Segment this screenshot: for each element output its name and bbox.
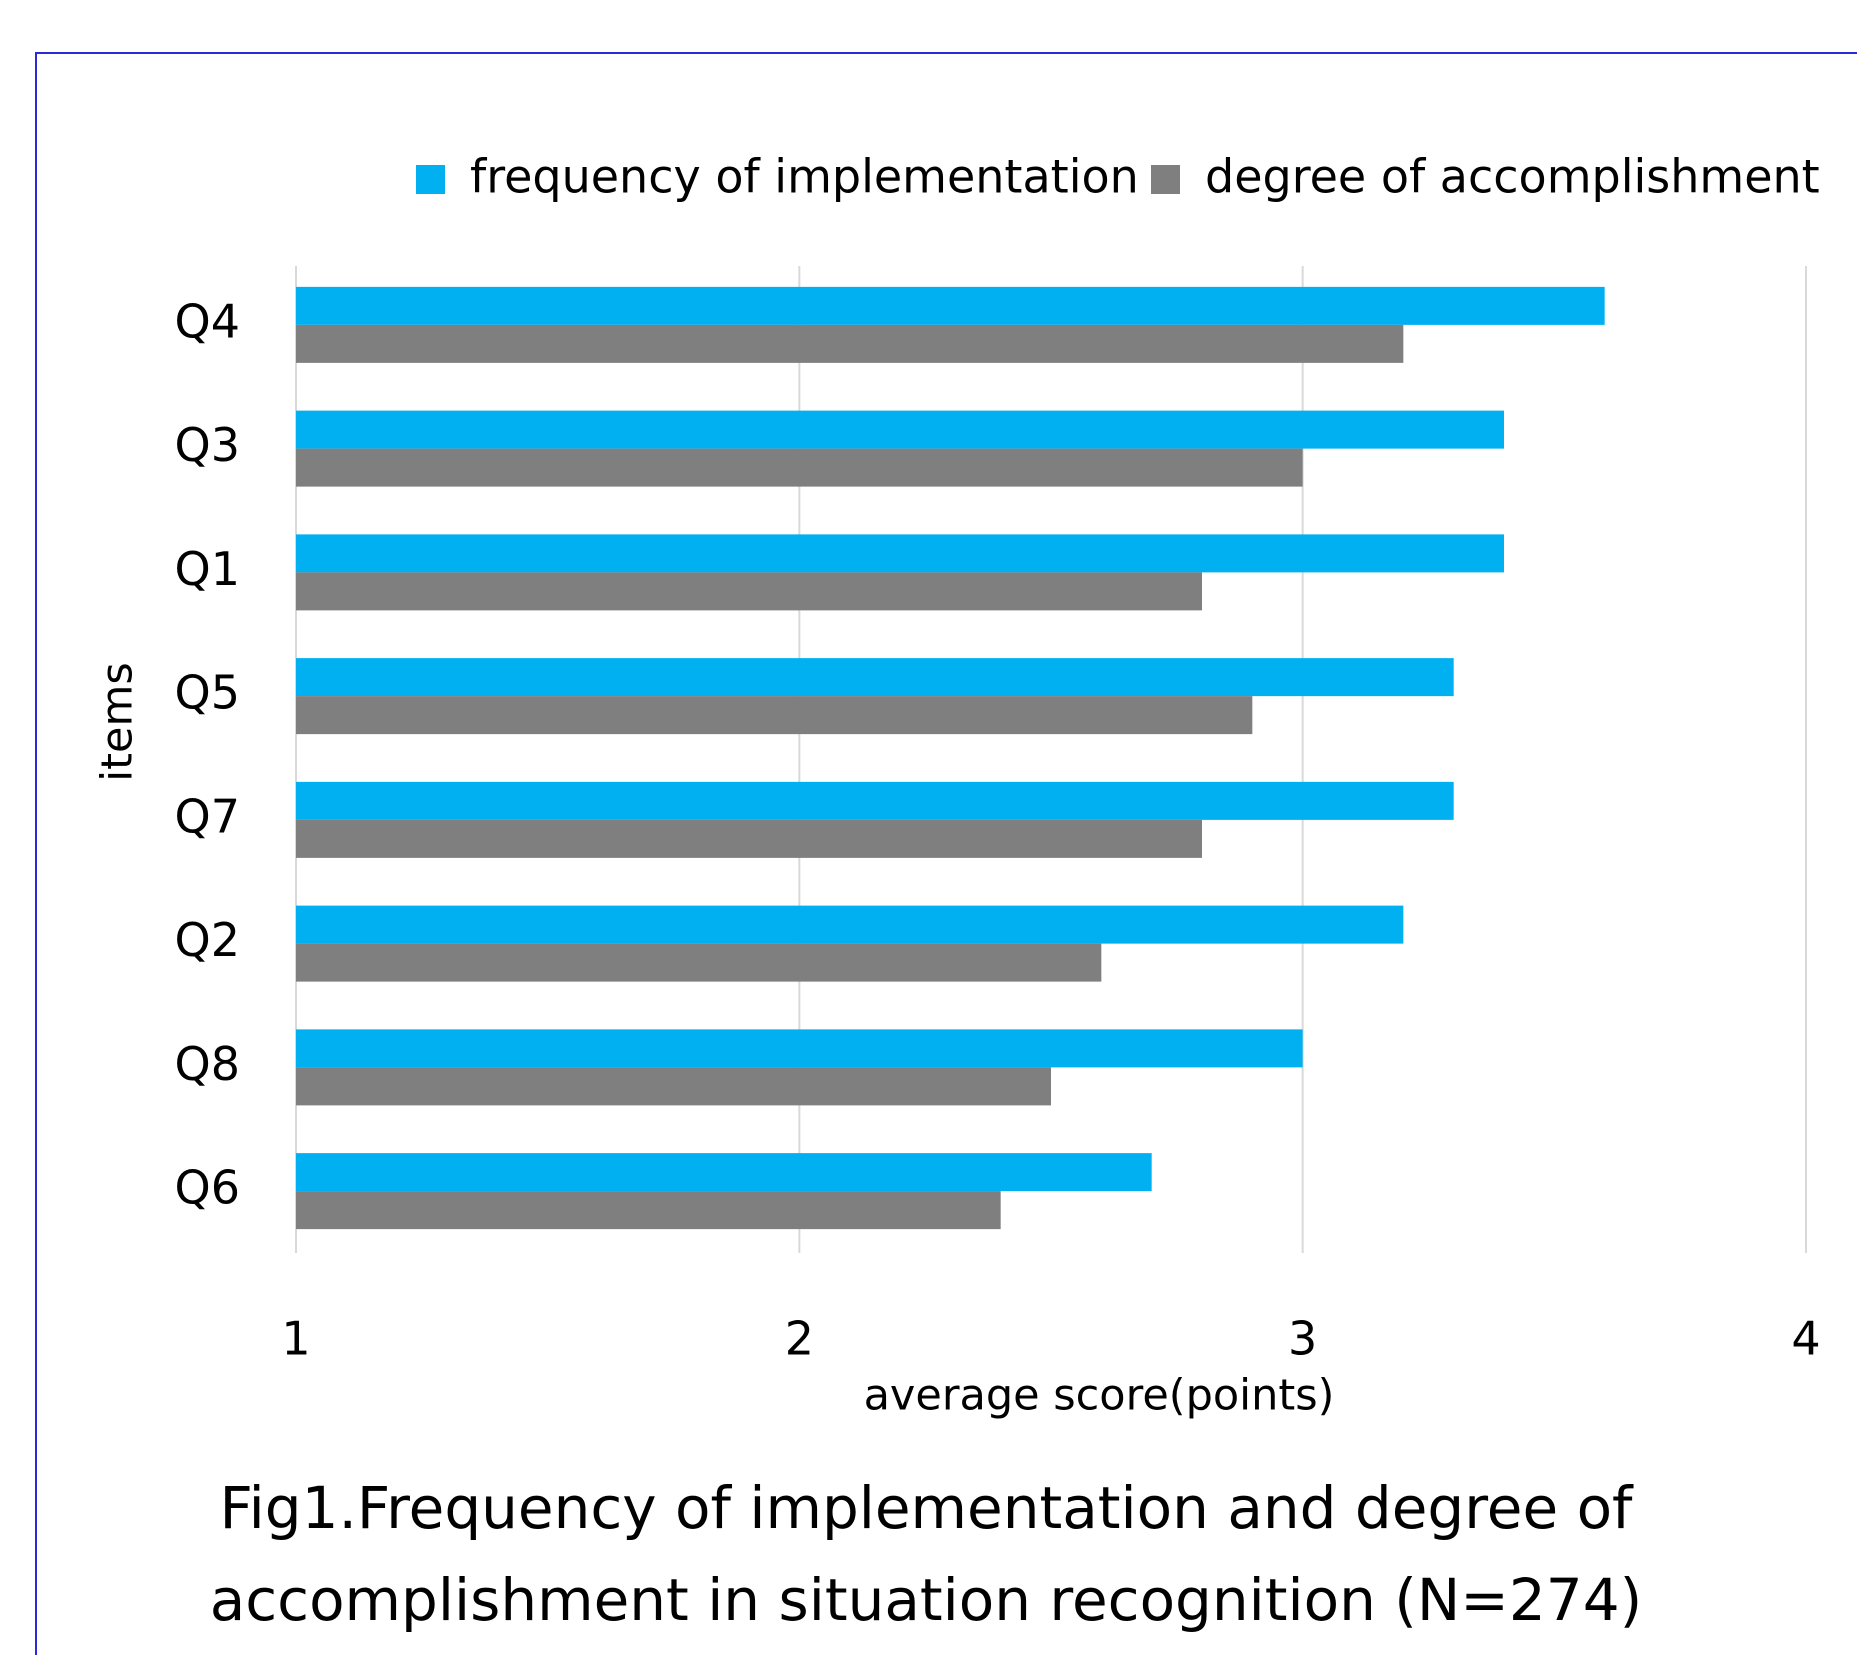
bar	[296, 1067, 1051, 1106]
bar	[296, 534, 1504, 573]
y-tick-label: Q5	[175, 666, 240, 720]
bar	[296, 1153, 1152, 1192]
y-tick-label: Q4	[175, 294, 240, 348]
bar	[296, 1191, 1001, 1230]
legend-label: frequency of implementation	[470, 150, 1139, 204]
legend-label: degree of accomplishment	[1205, 150, 1820, 204]
x-axis-label: average score(points)	[864, 1371, 1335, 1421]
bar	[296, 781, 1454, 820]
y-axis-label: items	[93, 662, 143, 782]
caption: Fig1.Frequency of implementation and deg…	[220, 1474, 1635, 1542]
bar	[296, 572, 1202, 611]
bar	[296, 658, 1454, 697]
x-tick-label: 4	[1791, 1312, 1820, 1366]
bar	[296, 1029, 1303, 1068]
bar	[296, 943, 1102, 982]
y-tick-label: Q8	[175, 1037, 240, 1091]
y-tick-label: Q7	[175, 789, 240, 843]
bar	[296, 448, 1303, 487]
legend-swatch	[416, 165, 445, 194]
y-tick-label: Q3	[175, 418, 240, 472]
bar	[296, 696, 1253, 735]
bar	[296, 819, 1202, 858]
x-tick-label: 3	[1288, 1312, 1317, 1366]
bar	[296, 324, 1404, 363]
y-tick-label: Q1	[175, 542, 240, 596]
y-tick-label: Q2	[175, 913, 240, 967]
y-tick-label: Q6	[175, 1161, 240, 1215]
bar	[296, 286, 1605, 325]
legend-swatch	[1151, 165, 1180, 194]
bar	[296, 410, 1504, 449]
caption: accomplishment in situation recognition …	[210, 1566, 1642, 1634]
x-tick-label: 1	[281, 1312, 310, 1366]
bar	[296, 905, 1404, 944]
x-tick-label: 2	[785, 1312, 814, 1366]
frame	[35, 52, 1857, 1655]
